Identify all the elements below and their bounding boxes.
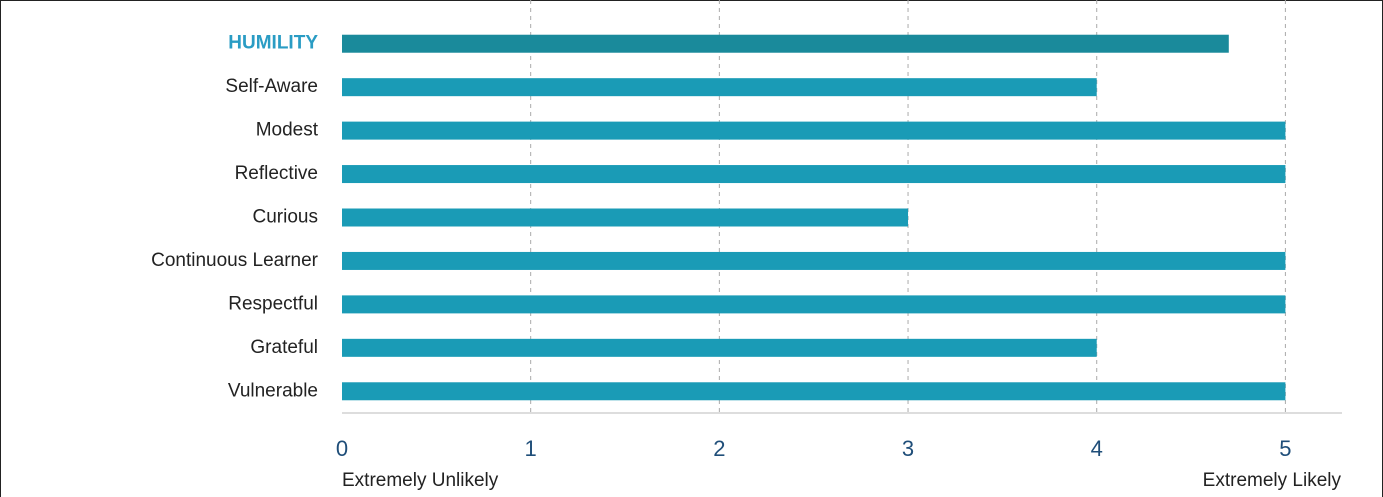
y-tick-label: Modest <box>256 120 319 141</box>
bar <box>342 338 1097 357</box>
y-tick-label: Curious <box>253 207 318 228</box>
bar <box>342 251 1286 270</box>
bar <box>342 165 1286 184</box>
x-tick-label: 0 <box>336 436 348 461</box>
bar <box>342 208 909 227</box>
axis-note-left: Extremely Unlikely <box>342 470 499 491</box>
bar <box>342 382 1286 401</box>
x-tick-label: 1 <box>525 436 537 461</box>
x-tick-label: 3 <box>902 436 914 461</box>
bar <box>342 121 1286 140</box>
y-tick-label: Vulnerable <box>228 380 318 401</box>
y-tick-label: Continuous Learner <box>151 250 319 271</box>
x-tick-label: 4 <box>1091 436 1103 461</box>
bar <box>342 34 1229 53</box>
y-tick-label: Reflective <box>235 163 318 184</box>
y-tick-label: Respectful <box>228 293 318 314</box>
y-tick-label: HUMILITY <box>228 33 318 54</box>
bar <box>342 78 1097 97</box>
axis-note-right: Extremely Likely <box>1203 470 1342 491</box>
x-tick-label: 5 <box>1279 436 1291 461</box>
bar <box>342 295 1286 314</box>
x-tick-label: 2 <box>713 436 725 461</box>
y-tick-label: Grateful <box>250 337 318 358</box>
y-tick-label: Self-Aware <box>225 76 318 97</box>
